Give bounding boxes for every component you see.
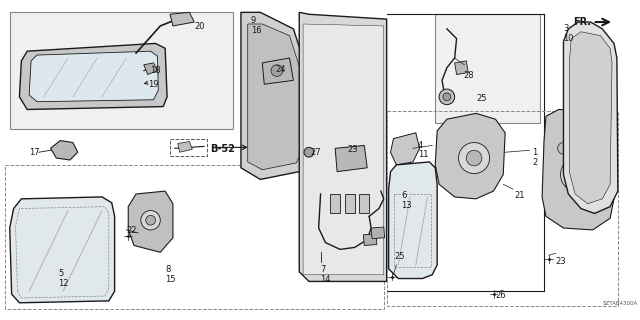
Polygon shape [360,194,369,213]
Circle shape [146,215,156,225]
Text: 7: 7 [321,265,326,274]
Polygon shape [300,12,387,281]
Text: 19: 19 [148,80,158,89]
Polygon shape [10,197,115,303]
Text: 14: 14 [321,275,331,284]
Text: 25: 25 [394,252,405,261]
Text: 28: 28 [463,71,474,80]
Text: 22: 22 [126,226,137,235]
Bar [5,165,384,308]
Text: SZTAB4300A: SZTAB4300A [602,301,637,306]
Polygon shape [563,22,618,213]
Circle shape [561,157,595,192]
Circle shape [557,142,570,154]
Text: 24: 24 [275,65,285,74]
Polygon shape [390,133,420,165]
Polygon shape [29,51,158,102]
Text: 21: 21 [515,191,525,200]
Text: 8: 8 [165,265,170,274]
Polygon shape [435,113,505,199]
Circle shape [570,167,586,182]
Polygon shape [178,141,193,152]
Polygon shape [51,140,77,160]
Bar [170,139,207,156]
Circle shape [591,142,604,154]
Polygon shape [454,61,468,75]
Text: 25: 25 [476,94,486,103]
Text: 27: 27 [311,148,321,157]
Polygon shape [371,227,385,239]
Circle shape [439,89,454,105]
Polygon shape [262,58,293,84]
Polygon shape [19,44,167,109]
Circle shape [458,142,490,174]
Text: 12: 12 [58,278,68,288]
Text: 23: 23 [348,145,358,155]
Text: 20: 20 [195,22,205,31]
Text: 26: 26 [495,291,506,300]
Polygon shape [170,12,195,26]
Text: 11: 11 [418,150,428,159]
Polygon shape [345,194,355,213]
Circle shape [304,148,314,157]
Polygon shape [303,24,384,275]
Text: 5: 5 [58,269,63,278]
Text: 18: 18 [150,66,161,75]
Text: 3: 3 [563,24,569,33]
Circle shape [443,93,451,101]
Circle shape [141,211,160,230]
Bar [387,111,618,306]
Polygon shape [388,162,437,278]
Polygon shape [248,24,305,170]
Polygon shape [144,63,157,75]
Polygon shape [335,145,367,172]
Polygon shape [330,194,340,213]
Circle shape [271,65,283,76]
Text: 9: 9 [251,16,256,25]
Text: 6: 6 [401,191,406,200]
Text: 16: 16 [251,26,261,35]
Text: 17: 17 [29,148,40,157]
Polygon shape [128,191,173,252]
Text: 10: 10 [563,34,574,43]
Text: 2: 2 [532,158,538,167]
Text: 23: 23 [556,257,566,266]
Circle shape [467,150,482,166]
Text: 13: 13 [401,201,412,210]
Text: FR.: FR. [573,17,591,27]
Text: 15: 15 [165,275,175,284]
Text: 4: 4 [418,140,423,149]
Polygon shape [570,32,612,204]
Text: B-52: B-52 [210,144,235,155]
Polygon shape [241,12,311,180]
Polygon shape [542,109,614,230]
Bar [435,14,540,123]
Text: 1: 1 [532,148,538,157]
Polygon shape [364,234,377,245]
Bar [10,12,233,129]
